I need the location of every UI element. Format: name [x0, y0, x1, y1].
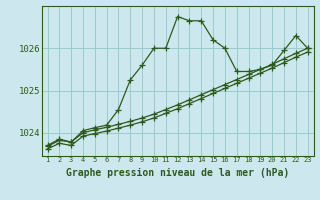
X-axis label: Graphe pression niveau de la mer (hPa): Graphe pression niveau de la mer (hPa)	[66, 168, 289, 178]
